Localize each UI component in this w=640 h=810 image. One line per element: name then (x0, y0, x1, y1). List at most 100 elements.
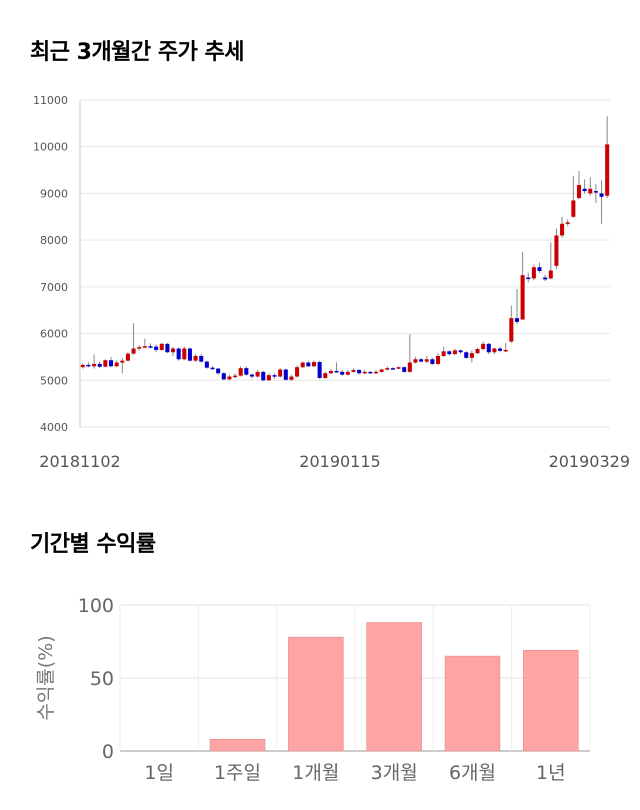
candle-body (261, 371, 266, 381)
candle (531, 264, 536, 281)
candle (86, 362, 91, 368)
candle (261, 370, 266, 382)
candle-body (385, 368, 390, 370)
candle (300, 361, 305, 369)
candle-body (520, 275, 525, 320)
candle (593, 184, 598, 203)
x-date-label: 20190115 (299, 452, 380, 471)
candle (351, 368, 356, 373)
candle-body (458, 350, 463, 353)
candle (306, 360, 311, 368)
candle (80, 363, 85, 369)
bar-x-labels: 1일 1주일 1개월 3개월 6개월 1년 (144, 762, 565, 784)
candle-body (221, 373, 226, 380)
candle (165, 342, 170, 354)
candle (362, 370, 367, 375)
candle-body (114, 362, 119, 367)
candle-body (571, 200, 576, 217)
candle-body (328, 370, 333, 374)
candle-body (357, 370, 362, 374)
candle (447, 350, 452, 356)
candle-body (210, 367, 215, 370)
candles (80, 116, 610, 382)
candle (249, 373, 254, 379)
candle (283, 368, 288, 381)
candle (187, 347, 192, 362)
candle (334, 362, 339, 373)
candle-body (582, 188, 587, 192)
candle-body (373, 371, 379, 374)
candle (424, 355, 429, 364)
candle (131, 323, 136, 355)
candle-body (204, 361, 209, 368)
candle-body (407, 362, 412, 372)
candle-body (159, 343, 164, 350)
candle (238, 366, 243, 377)
candle-body (531, 267, 536, 279)
y-tick-label: 5000 (40, 374, 68, 387)
candle (278, 368, 283, 378)
y-tick-label: 0 (102, 741, 114, 763)
candle (368, 370, 373, 374)
candle-body (165, 343, 170, 353)
candle-body (351, 370, 356, 372)
candle (199, 354, 204, 363)
candle (543, 274, 548, 282)
candle (125, 352, 130, 362)
candle-body (323, 373, 328, 378)
candle-body (249, 374, 254, 377)
candle (171, 346, 176, 356)
candle (357, 369, 362, 375)
candle (548, 242, 553, 280)
candle-body (436, 355, 441, 364)
candle-body (599, 193, 604, 197)
candle (469, 350, 474, 363)
candle-body (216, 368, 221, 374)
candle-body (244, 368, 249, 375)
candle-body (92, 363, 97, 367)
candle (323, 371, 328, 379)
y-tick-label: 11000 (33, 94, 68, 107)
candle (486, 342, 491, 355)
candle (498, 346, 503, 353)
candle (210, 366, 215, 371)
candle-body (266, 375, 271, 381)
candle-body (475, 348, 480, 354)
candle (142, 338, 147, 348)
candle-body (526, 277, 531, 280)
candle (272, 373, 277, 379)
x-date-label: 20181102 (39, 452, 120, 471)
candle-grid (79, 99, 610, 428)
candle (295, 365, 300, 378)
candle-body (306, 362, 311, 367)
candle-body (103, 360, 108, 367)
returns-bar-chart: 0 50 100 1일 1주일 1개월 3개월 6개월 1년 수익률(%) (35, 595, 591, 784)
candle-body (419, 359, 424, 362)
candle-body (368, 371, 373, 374)
candle (103, 359, 108, 368)
candle (204, 360, 209, 369)
y-tick-label: 4000 (40, 421, 68, 434)
candle-body (125, 353, 130, 361)
candle (588, 177, 593, 196)
candle (441, 346, 446, 357)
candle-body (362, 371, 367, 374)
candle-body (441, 351, 446, 356)
candle (216, 367, 221, 375)
candle (92, 354, 97, 369)
candle-body (345, 371, 350, 375)
candle-body (469, 353, 474, 358)
candle (385, 366, 390, 371)
candle-body (509, 318, 514, 342)
candle-body (311, 362, 317, 367)
candle (317, 360, 322, 379)
candle-body (543, 277, 548, 280)
candle (537, 262, 542, 273)
candle-body (238, 368, 243, 376)
candle-body (283, 369, 288, 380)
candle (227, 374, 232, 381)
candle (571, 175, 576, 218)
candle-body (154, 346, 159, 350)
candle-body (565, 222, 570, 224)
candle (481, 341, 486, 351)
